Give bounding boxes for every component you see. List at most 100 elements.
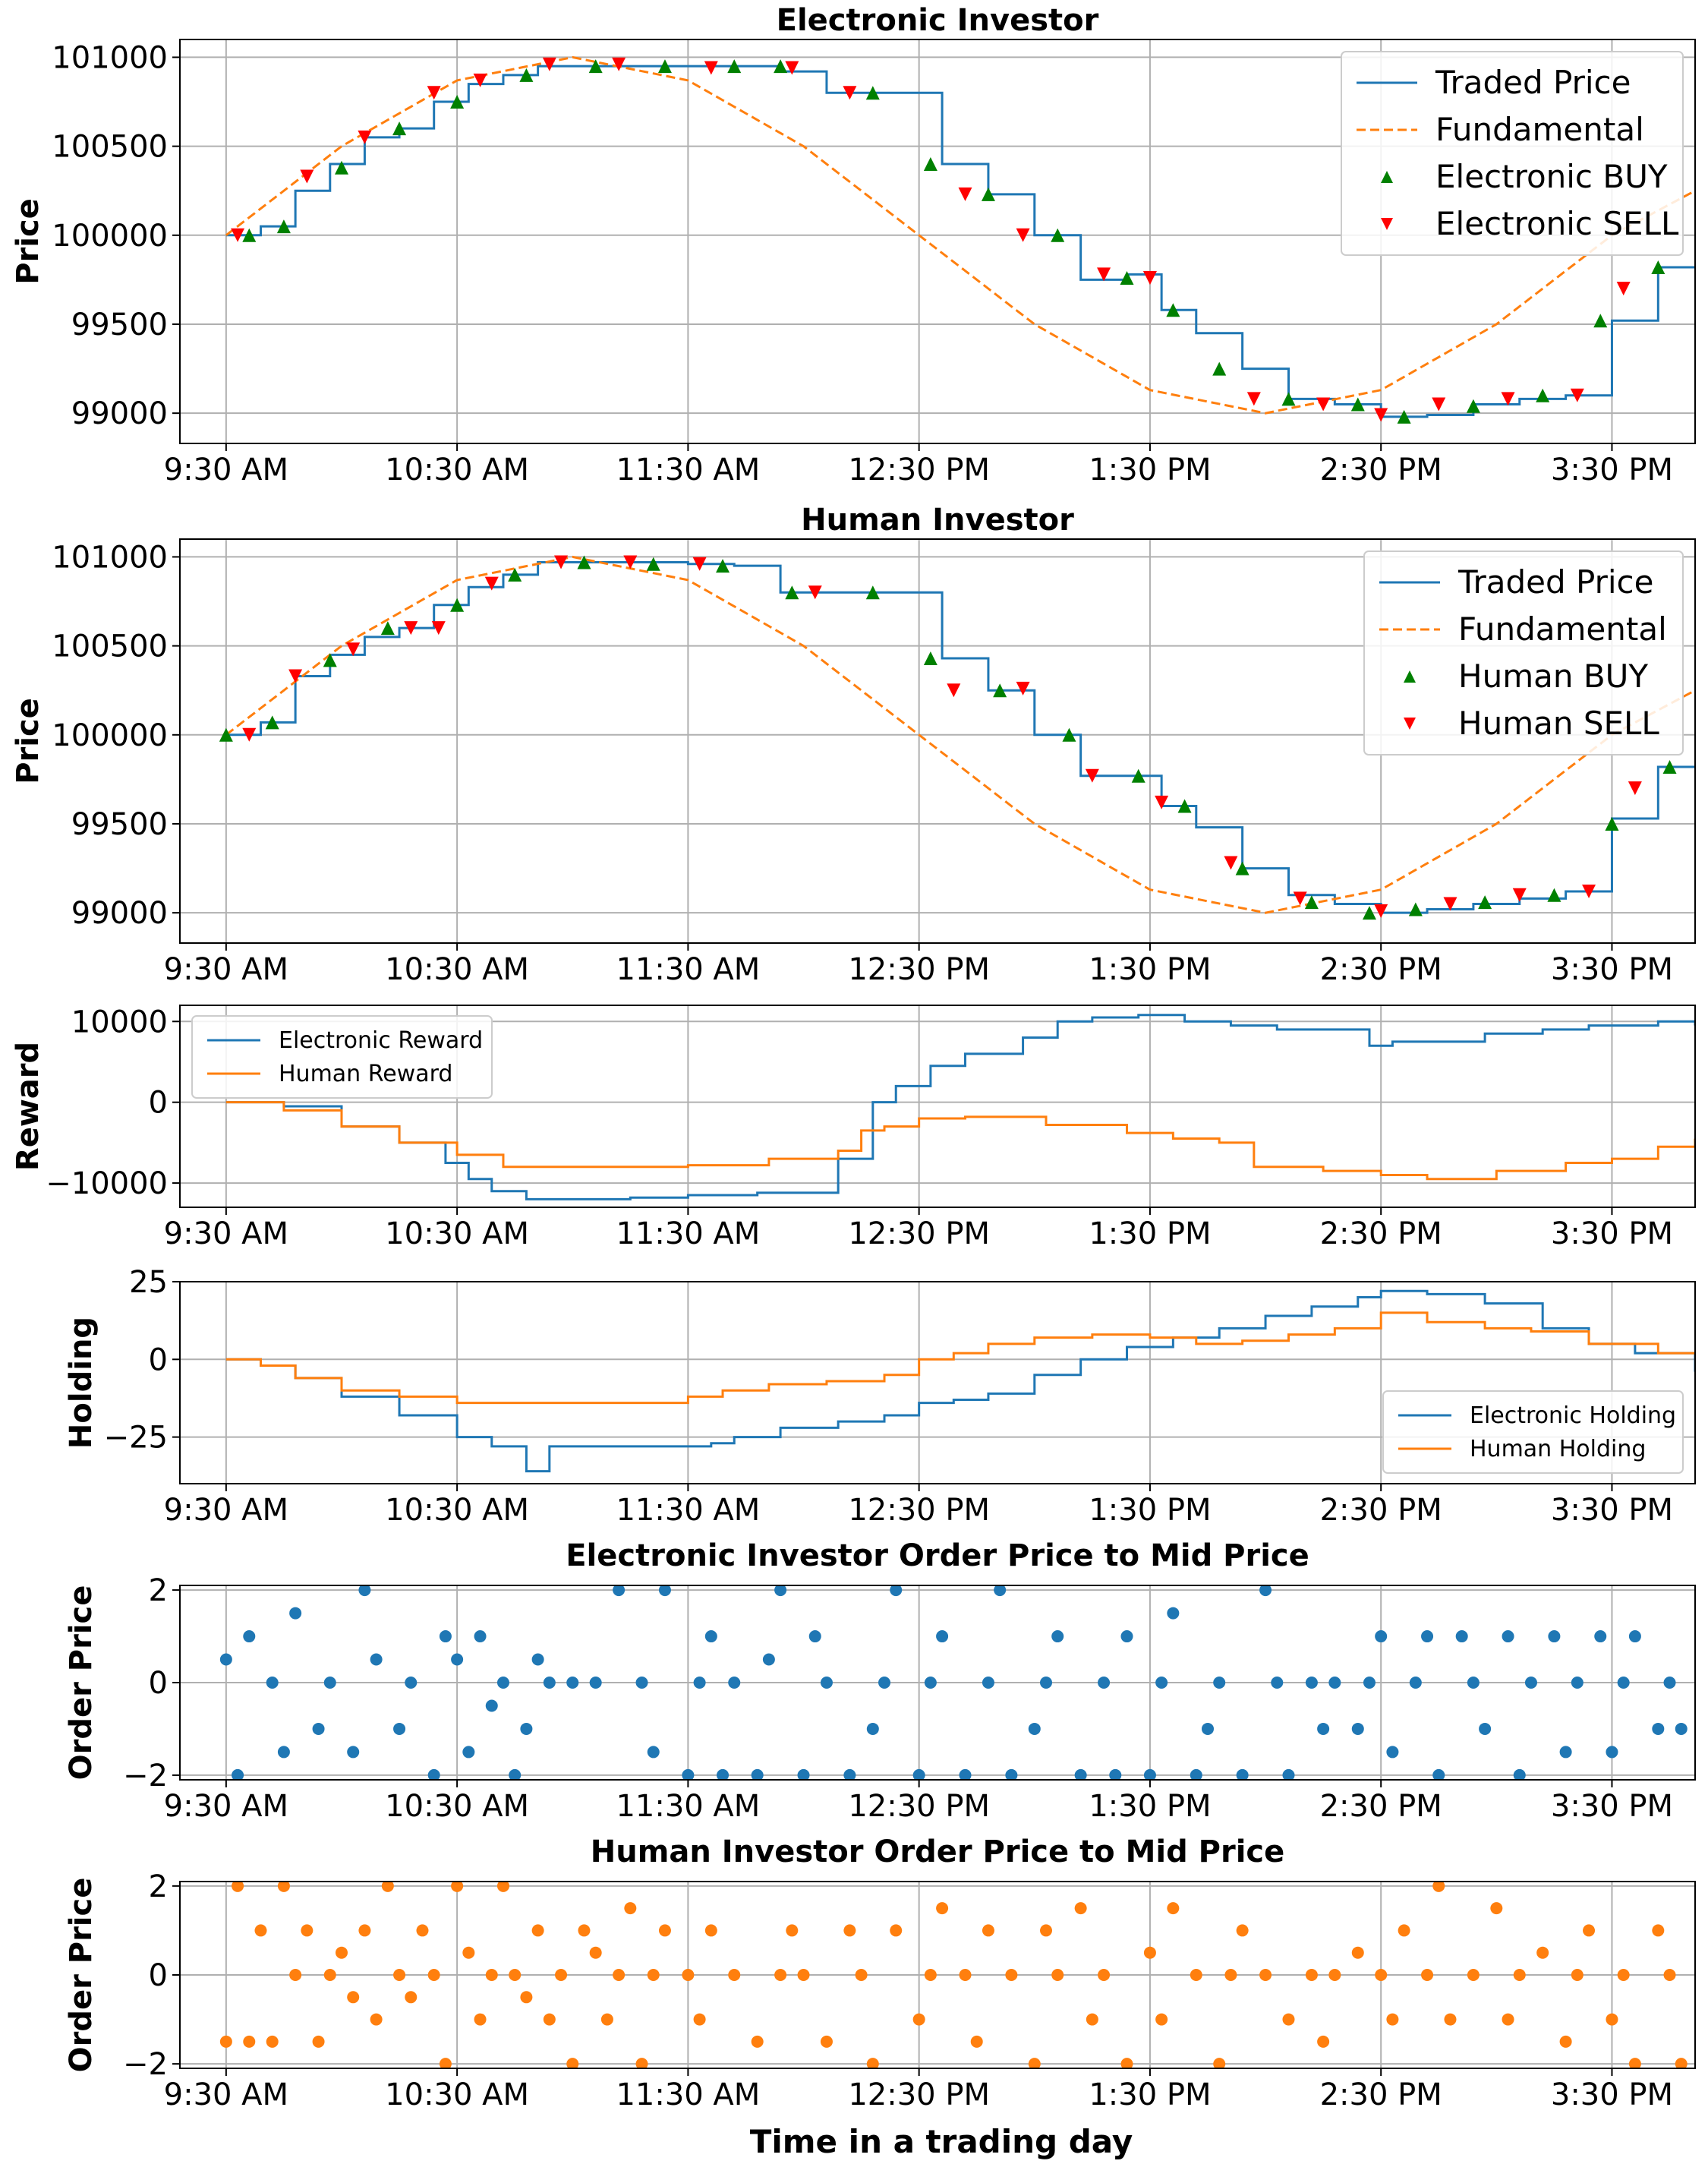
buy-marker [1212, 361, 1227, 376]
sell-marker [843, 86, 857, 100]
data-point [427, 1768, 440, 1780]
legend-box [1363, 550, 1684, 756]
buy-marker [1350, 397, 1365, 412]
y-axis-label: Order Price [64, 1878, 99, 2073]
data-point [1005, 1768, 1018, 1780]
x-tick-label: 2:30 PM [1320, 952, 1442, 987]
plot-area [219, 1882, 1688, 2068]
buy-marker [1062, 727, 1076, 742]
x-tick-label: 9:30 AM [164, 952, 288, 987]
data-point [1213, 2058, 1226, 2068]
data-point [751, 2035, 764, 2048]
y-tick-label: −2 [123, 1759, 168, 1793]
data-point [543, 2013, 556, 2026]
y-tick-label: 100500 [52, 629, 168, 664]
sell-marker [958, 187, 972, 201]
data-point [243, 1630, 256, 1643]
y-tick-label: 101000 [52, 40, 168, 75]
data-point [1628, 2058, 1641, 2068]
data-point [1606, 2013, 1618, 2026]
data-point [1328, 1677, 1341, 1689]
data-point [531, 1653, 544, 1666]
sell-marker [346, 642, 361, 657]
sell-marker [808, 585, 822, 600]
data-point [1444, 2013, 1457, 2026]
data-point [682, 1768, 695, 1780]
buy-marker [981, 187, 995, 201]
buy-marker [865, 585, 880, 600]
legend-box [1382, 1390, 1684, 1474]
data-point [1594, 1630, 1607, 1643]
buy-marker [923, 157, 938, 172]
series-line [225, 1289, 1695, 1473]
data-point [1421, 1630, 1434, 1643]
x-tick-label: 3:30 PM [1551, 453, 1673, 487]
y-axis-label: Price [11, 198, 46, 285]
buy-marker [1593, 314, 1608, 328]
data-point [1559, 1746, 1572, 1759]
data-point [358, 1585, 371, 1597]
buy-marker [923, 651, 938, 666]
x-tick-label: 2:30 PM [1320, 1789, 1442, 1824]
data-point [578, 1924, 591, 1937]
plot-area [225, 1014, 1695, 1200]
sell-marker [300, 169, 314, 184]
buy-marker [727, 59, 742, 74]
buy-marker [588, 59, 603, 74]
sell-marker [612, 57, 626, 71]
data-point [820, 1677, 833, 1689]
data-point [496, 1677, 509, 1689]
data-point [1051, 1969, 1064, 1981]
data-point [1259, 1585, 1272, 1597]
buy-marker [774, 59, 788, 74]
x-tick-label: 10:30 AM [385, 453, 529, 487]
data-point [682, 1969, 695, 1981]
data-point [1675, 1722, 1688, 1735]
data-point [496, 1882, 509, 1892]
data-point [728, 1969, 741, 1981]
data-point [1513, 1969, 1526, 1981]
buy-marker [716, 559, 730, 573]
data-point [890, 1585, 903, 1597]
data-point [566, 1677, 579, 1689]
x-tick-label: 12:30 PM [848, 453, 990, 487]
data-point [1652, 1924, 1665, 1937]
buy-marker [1166, 303, 1180, 317]
buy-marker [519, 68, 534, 82]
sell-marker [1512, 888, 1527, 902]
x-tick-label: 10:30 AM [385, 1493, 529, 1528]
data-point [1236, 1924, 1249, 1937]
x-tick-label: 1:30 PM [1089, 952, 1211, 987]
buy-marker [392, 121, 407, 136]
legend-label: Fundamental [1435, 111, 1644, 148]
data-point [1536, 1946, 1549, 1959]
data-point [658, 1924, 671, 1937]
data-point [647, 1746, 660, 1759]
y-axis-label: Price [11, 698, 46, 784]
sell-marker [473, 73, 487, 87]
data-point [635, 1677, 648, 1689]
buy-marker [450, 598, 465, 612]
y-tick-label: 25 [129, 1265, 168, 1300]
axes-frame [179, 1281, 1696, 1484]
chart-title: Human Investor Order Price to Mid Price [591, 1834, 1285, 1869]
y-tick-label: 99000 [71, 396, 168, 431]
data-point [1398, 1924, 1410, 1937]
sell-marker [1316, 397, 1331, 412]
data-point [1606, 1746, 1618, 1759]
data-point [1317, 1722, 1330, 1735]
data-point [717, 1768, 730, 1780]
sell-marker [623, 555, 638, 569]
chart-title: Electronic Investor [777, 3, 1099, 38]
buy-marker [1536, 388, 1550, 402]
legend: Electronic Reward Human Reward [191, 1015, 493, 1099]
axes-frame [179, 1005, 1696, 1208]
x-tick-label: 3:30 PM [1551, 1493, 1673, 1528]
data-point [266, 1677, 279, 1689]
data-point [912, 2013, 925, 2026]
data-point [820, 2035, 833, 2048]
data-point [1051, 1630, 1064, 1643]
data-point [1479, 1722, 1492, 1735]
data-point [1109, 1768, 1122, 1780]
data-point [1524, 1677, 1537, 1689]
